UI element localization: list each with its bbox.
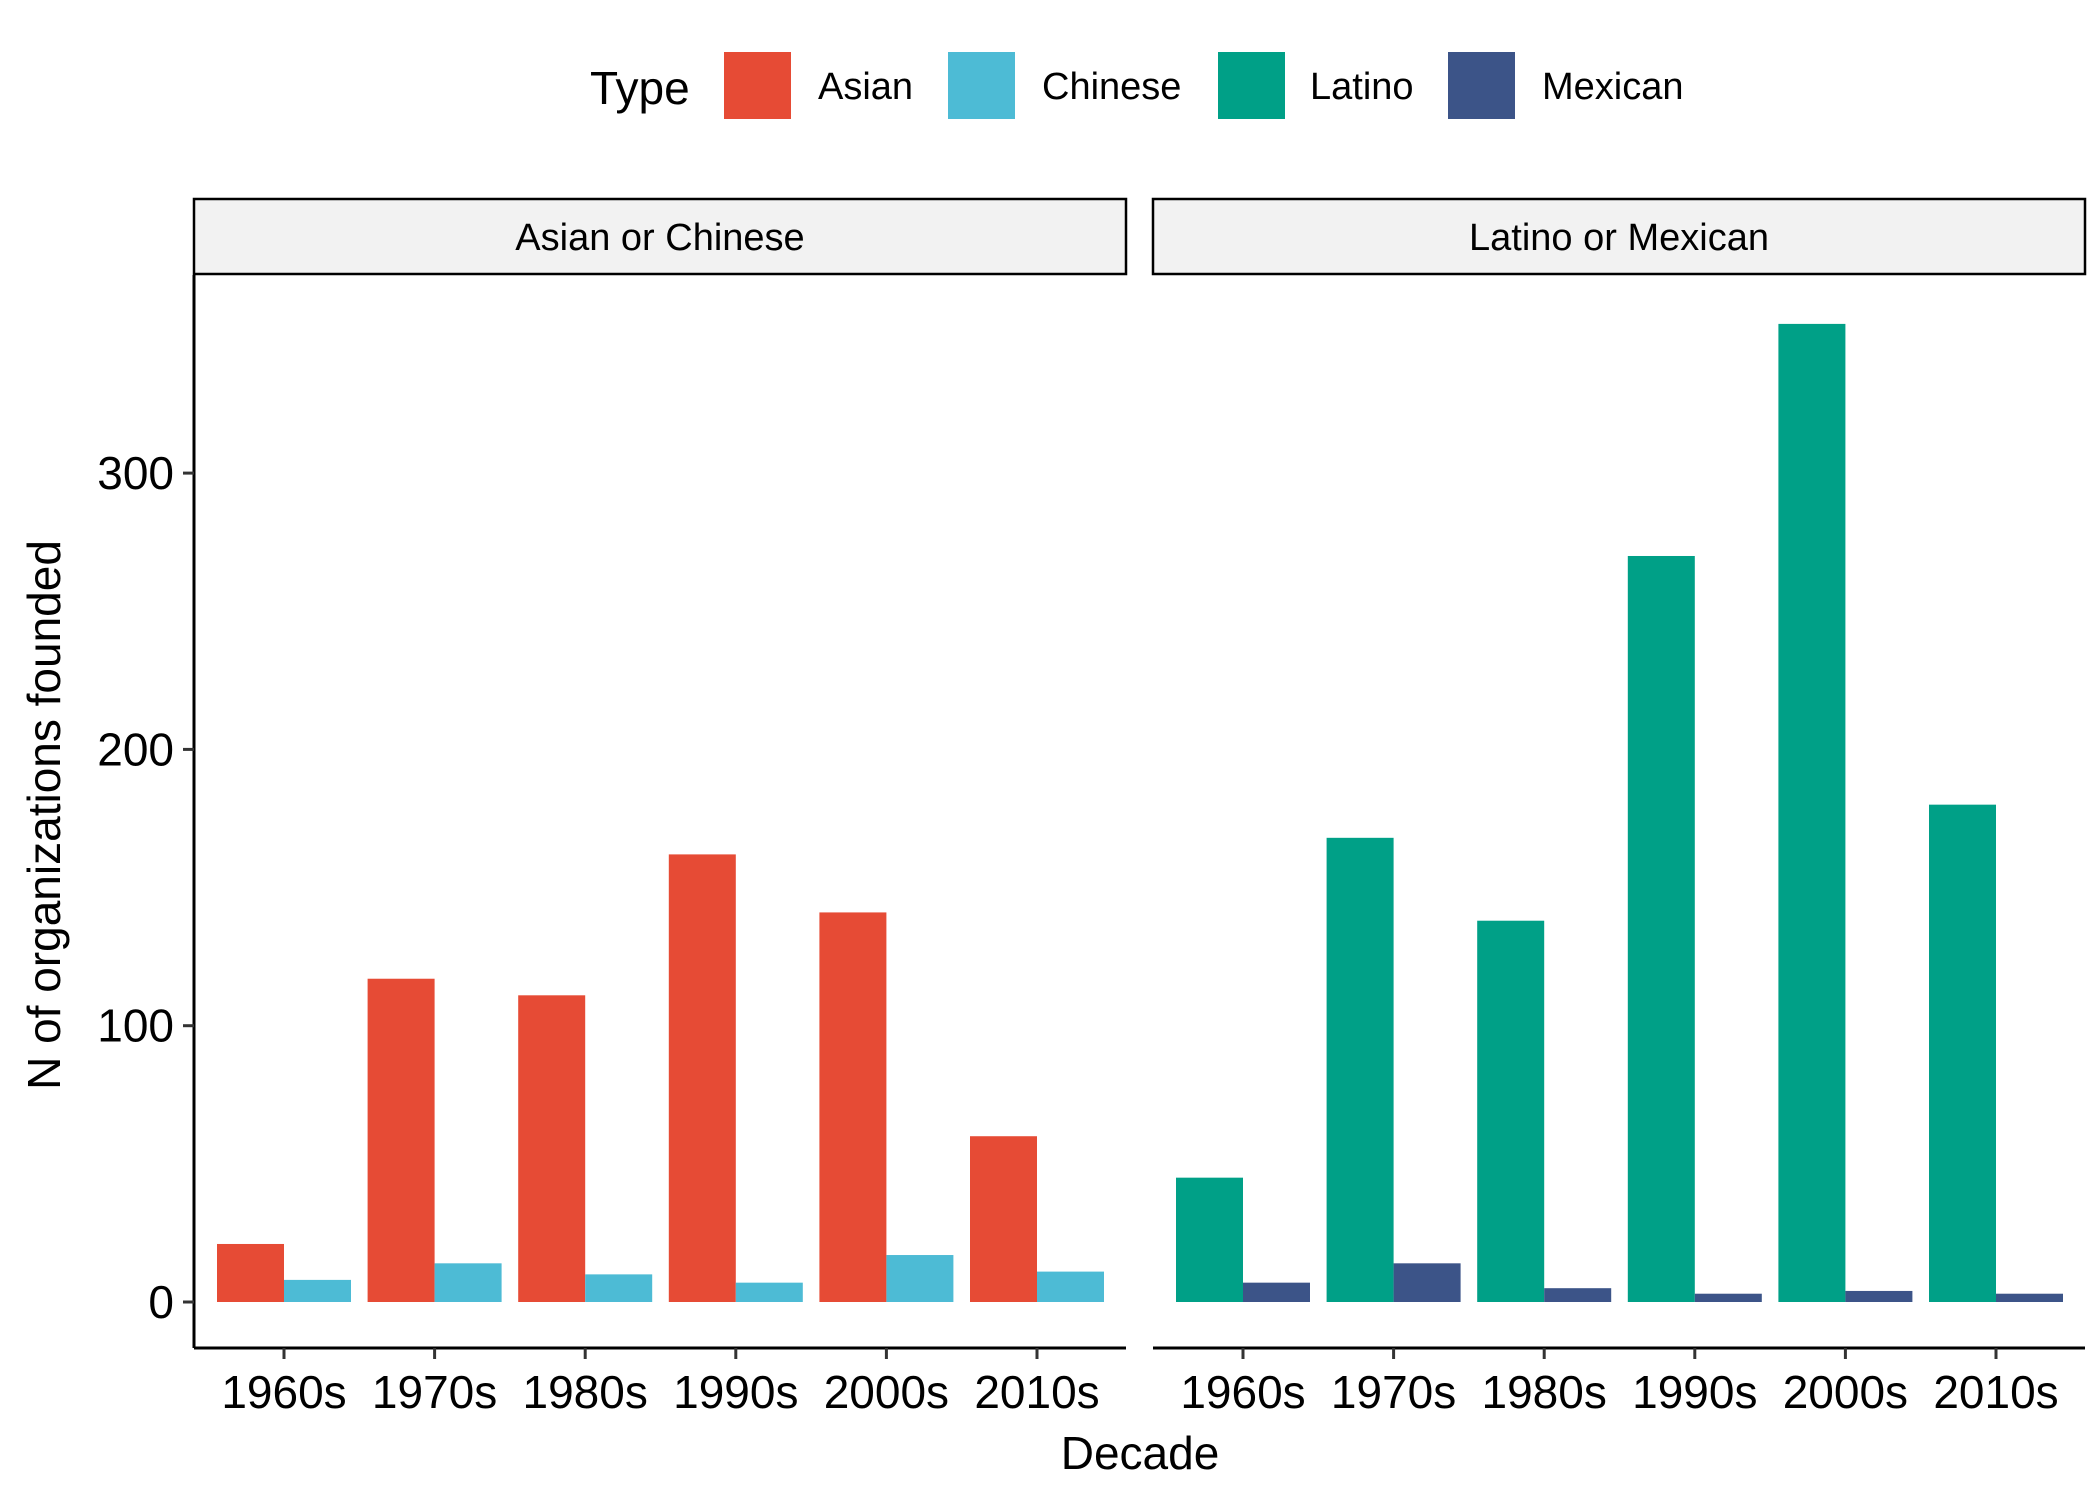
bar-chinese-2000s [886,1255,954,1302]
bar-asian-1990s [668,854,736,1302]
strip-asian-or-chinese [192,197,1128,276]
bar-asian-2000s [819,912,887,1302]
bar-asian-2010s [970,1136,1037,1302]
legend-title: Type [590,62,690,114]
bar-chinese-1980s [585,1274,653,1302]
legend: Type Asian Chinese Latino Mexican [590,52,1684,119]
bar-chinese-1960s [284,1279,351,1302]
bar-latino-2000s [1778,323,1846,1302]
bar-asian-1970s [367,978,435,1302]
legend-label-latino: Latino [1310,66,1414,108]
x-tick-label-2000s: 2000s [824,1366,949,1418]
x-tick-label-2010s: 2010s [1933,1366,2058,1418]
y-tick-label-300: 300 [97,447,174,499]
x-tick-label-1980s: 1980s [1482,1366,1607,1418]
bar-asian-1980s [518,995,586,1302]
y-tick-label-100: 100 [97,1000,174,1052]
y-axis-title: N of organizations founded [18,540,70,1090]
bar-mexican-1960s [1243,1282,1310,1302]
x-tick-label-2000s: 2000s [1783,1366,1908,1418]
panel-latino-or-mexican: Latino or Mexican 1960s 1970s 1980s 1990s 200… [1151,197,2087,1418]
strip-title-latino-or-mexican: Latino or Mexican [1469,217,1769,259]
legend-key-latino [1218,52,1285,119]
x-tick-label-1970s: 1970s [1331,1366,1456,1418]
legend-label-chinese: Chinese [1042,66,1181,108]
y-tick-label-0: 0 [148,1276,174,1328]
bar-latino-2010s [1929,804,1996,1302]
bar-latino-1990s [1627,555,1695,1302]
bar-mexican-1990s [1694,1293,1762,1302]
legend-key-chinese [948,52,1015,119]
bar-mexican-2010s [1996,1293,2063,1302]
strip-latino-or-mexican [1151,197,2087,276]
legend-label-mexican: Mexican [1542,66,1684,108]
x-tick-label-1990s: 1990s [673,1366,798,1418]
bar-mexican-1980s [1544,1288,1612,1302]
x-tick-label-1990s: 1990s [1632,1366,1757,1418]
bar-mexican-1970s [1393,1263,1461,1302]
bar-latino-1970s [1326,837,1394,1302]
y-tick-label-200: 200 [97,723,174,775]
bar-latino-1960s [1176,1177,1243,1302]
x-axis-title: Decade [1061,1427,1220,1479]
bar-chinese-2010s [1037,1271,1104,1302]
legend-key-mexican [1448,52,1515,119]
bar-latino-1980s [1477,920,1545,1302]
x-tick-label-2010s: 2010s [974,1366,1099,1418]
legend-key-asian [724,52,791,119]
x-tick-label-1960s: 1960s [1180,1366,1305,1418]
bar-asian-1960s [217,1243,284,1302]
x-tick-label-1980s: 1980s [523,1366,648,1418]
bar-chinese-1990s [735,1282,803,1302]
x-tick-label-1960s: 1960s [221,1366,346,1418]
strip-title-asian-or-chinese: Asian or Chinese [515,217,804,259]
bar-mexican-2000s [1845,1290,1913,1302]
legend-label-asian: Asian [818,66,913,108]
bar-chinese-1970s [434,1263,502,1302]
x-tick-label-1970s: 1970s [372,1366,497,1418]
